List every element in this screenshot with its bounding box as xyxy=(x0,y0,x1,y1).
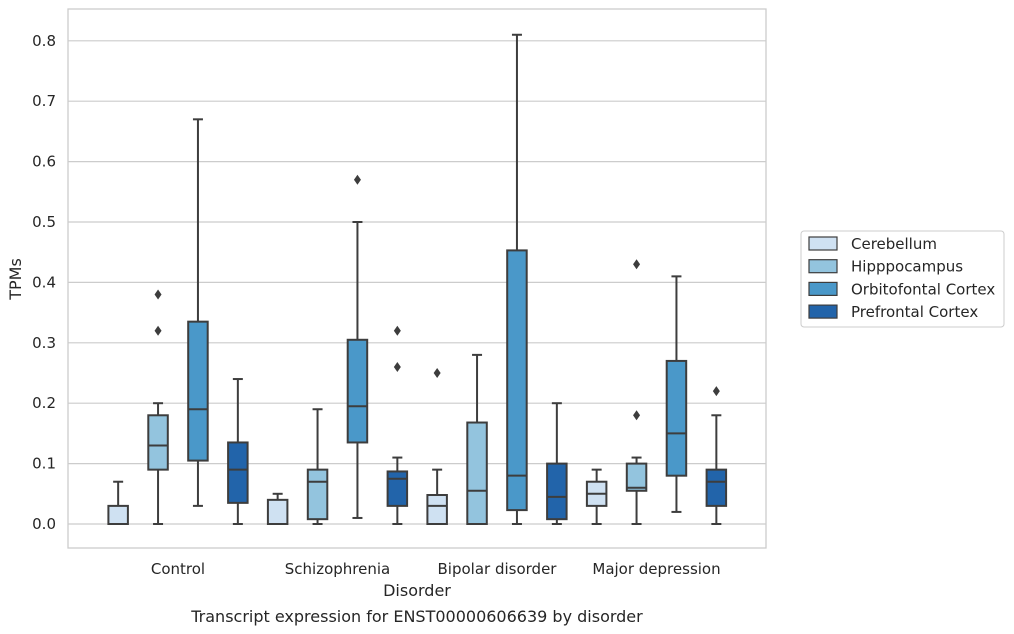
box-iqr xyxy=(705,468,728,507)
box-group xyxy=(266,492,289,525)
y-tick-label: 0.1 xyxy=(32,455,56,473)
legend-swatch xyxy=(808,236,838,251)
chart-caption: Transcript expression for ENST0000060663… xyxy=(190,607,643,626)
x-tick-label: Bipolar disorder xyxy=(438,560,558,578)
box-iqr xyxy=(506,249,528,512)
box-iqr xyxy=(625,462,648,492)
y-axis-label: TPMs xyxy=(6,258,25,301)
box-iqr xyxy=(386,470,409,507)
y-tick-label: 0.4 xyxy=(32,273,56,291)
legend-swatch xyxy=(808,304,838,319)
box-iqr xyxy=(306,468,329,521)
box-group xyxy=(466,353,488,526)
outlier-point xyxy=(433,368,441,378)
y-tick-label: 0.5 xyxy=(32,213,56,231)
box-iqr xyxy=(147,414,169,471)
box-group xyxy=(346,174,369,519)
box-iqr xyxy=(266,498,289,525)
outlier-point xyxy=(712,386,720,397)
box-group xyxy=(227,378,249,525)
legend-swatch xyxy=(808,259,838,274)
outlier-point xyxy=(393,361,401,372)
box-group xyxy=(386,325,409,525)
y-tick-label: 0.7 xyxy=(32,92,56,110)
box-iqr xyxy=(426,494,448,525)
y-tick-label: 0.3 xyxy=(32,334,56,352)
box-group xyxy=(187,118,209,507)
boxes xyxy=(107,33,728,526)
box-iqr xyxy=(665,359,688,477)
outlier-point xyxy=(633,410,641,421)
box-group xyxy=(107,480,129,526)
box-group xyxy=(546,402,568,525)
box-group xyxy=(665,275,688,513)
box-group xyxy=(625,259,648,525)
x-tick-label: Schizophrenia xyxy=(285,560,390,578)
box-iqr xyxy=(187,320,209,462)
legend-label: Cerebellum xyxy=(851,235,937,253)
y-tick-label: 0.2 xyxy=(32,394,56,412)
outlier-point xyxy=(154,325,162,336)
y-tick-label: 0.6 xyxy=(32,153,56,171)
grid-lines xyxy=(68,40,766,525)
x-tick-label: Major depression xyxy=(592,560,720,578)
box-group xyxy=(585,468,608,525)
legend-label: Orbitofontal Cortex xyxy=(851,280,995,298)
legend: Cerebellum Hipppocampus Orbitofontal Corte… xyxy=(800,230,1005,328)
box-iqr xyxy=(346,338,369,444)
y-tick-labels: 0.0 0.1 0.2 0.3 0.4 0.5 0.6 0.7 0.8 xyxy=(32,32,56,533)
outlier-point xyxy=(393,325,401,336)
box-iqr xyxy=(227,441,249,504)
box-group xyxy=(506,33,528,525)
y-tick-label: 0.0 xyxy=(32,515,56,533)
legend-label: Hipppocampus xyxy=(851,258,963,276)
box-iqr xyxy=(546,462,568,521)
outlier-point xyxy=(633,259,641,270)
y-tick-label: 0.8 xyxy=(32,32,56,50)
plot-frame xyxy=(67,8,767,549)
box-group xyxy=(147,289,169,525)
outlier-point xyxy=(154,289,162,300)
legend-label: Prefrontal Cortex xyxy=(851,303,978,321)
box-group xyxy=(306,408,329,525)
box-group xyxy=(705,386,728,525)
box-group xyxy=(426,368,448,525)
outlier-point xyxy=(353,174,361,185)
x-tick-labels: Control Schizophrenia Bipolar disorder Majo… xyxy=(151,560,721,578)
legend-swatch xyxy=(808,281,838,296)
x-tick-label: Control xyxy=(151,560,205,578)
legend-frame xyxy=(800,230,1005,328)
box-iqr xyxy=(466,421,488,526)
x-axis-label: Disorder xyxy=(383,581,451,600)
box-iqr xyxy=(107,504,129,526)
